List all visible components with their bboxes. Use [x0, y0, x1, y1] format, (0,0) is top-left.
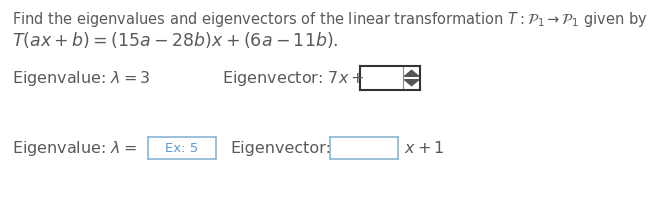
Polygon shape [404, 70, 419, 76]
Text: Eigenvalue: $\lambda =$: Eigenvalue: $\lambda =$ [12, 138, 137, 157]
Text: $x + 1$: $x + 1$ [404, 140, 444, 156]
Text: Ex: 5: Ex: 5 [165, 141, 199, 155]
Text: $T(ax + b) = (15a - 28b)x + (6a - 11b).$: $T(ax + b) = (15a - 28b)x + (6a - 11b).$ [12, 30, 338, 50]
Text: Eigenvalue: $\lambda = 3$: Eigenvalue: $\lambda = 3$ [12, 68, 151, 87]
Text: Find the eigenvalues and eigenvectors of the linear transformation $T : \mathcal: Find the eigenvalues and eigenvectors of… [12, 10, 648, 29]
Polygon shape [404, 80, 419, 86]
Text: Eigenvector:: Eigenvector: [230, 140, 331, 155]
Text: Eigenvector: $7x+$: Eigenvector: $7x+$ [222, 68, 364, 87]
